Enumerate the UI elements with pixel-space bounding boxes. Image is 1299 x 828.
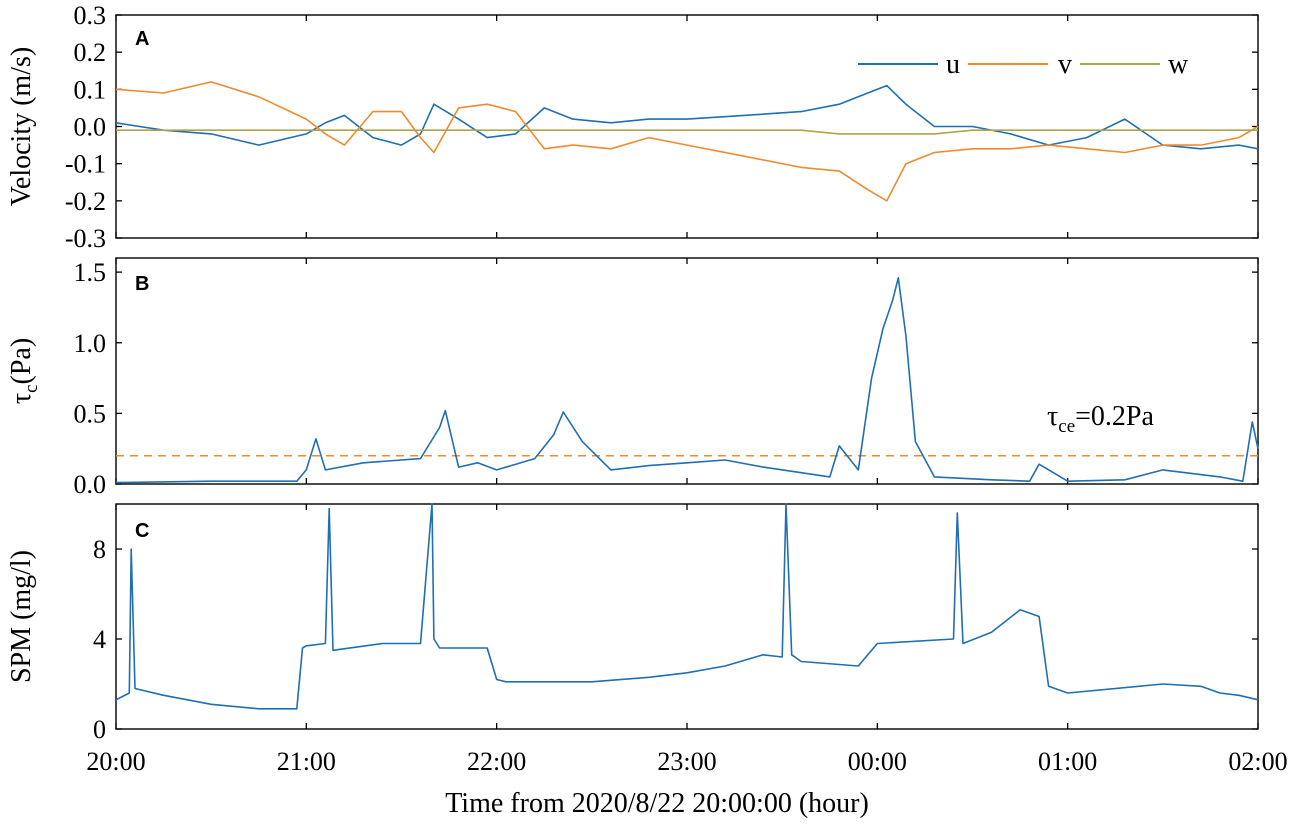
x-tick-label: 22:00 xyxy=(467,747,526,776)
series-line-v xyxy=(115,81,1259,202)
x-tick-label: 20:00 xyxy=(86,747,145,776)
y-tick-label: 1.5 xyxy=(74,258,107,287)
threshold-annotation: τce=0.2Pa xyxy=(1047,401,1155,437)
y-tick-label: 0.5 xyxy=(74,399,107,428)
panel-b-shear-stress: B 0.00.51.01.5 τc(Pa) τce=0.2Pa xyxy=(6,257,1259,499)
panel-c-series xyxy=(115,503,1259,710)
panel-b-series xyxy=(115,276,1259,484)
legend-label-u: u xyxy=(946,49,960,80)
annotation-subscript: ce xyxy=(1058,416,1075,437)
annotation-value: =0.2Pa xyxy=(1075,401,1154,432)
y-tick-label: -0.3 xyxy=(65,224,106,253)
series-line-spm xyxy=(115,503,1259,710)
x-tick-label: 23:00 xyxy=(657,747,716,776)
panel-a-frame xyxy=(115,14,1259,239)
panel-c-spm: C 0 4 8 SPM (mg/l) xyxy=(6,503,1259,744)
series-line-tau xyxy=(115,276,1259,484)
ylabel-tau-unit: (Pa) xyxy=(6,338,37,385)
panel-a-velocity: A -0.3 -0.2 -0.1 0.0 0.1 0.2 0.3 Velocity (m/s… xyxy=(6,1,1259,253)
panel-c-ticks: 0 4 8 xyxy=(93,504,1259,744)
y-tick-label: 0.0 xyxy=(74,470,107,499)
panel-a-ticks: -0.3 -0.2 -0.1 0.0 0.1 0.2 0.3 xyxy=(65,1,1259,253)
panel-c-frame xyxy=(115,503,1259,730)
panel-b-letter: B xyxy=(135,273,149,295)
ylabel-tau: τ xyxy=(6,393,37,404)
panel-a-ylabel: Velocity (m/s) xyxy=(6,47,37,206)
series-line-u xyxy=(115,84,1259,150)
y-tick-label: -0.2 xyxy=(65,187,106,216)
x-axis-label: Time from 2020/8/22 20:00:00 (hour) xyxy=(445,788,869,819)
y-tick-label: 1.0 xyxy=(74,329,107,358)
panel-c-letter: C xyxy=(135,520,149,542)
annotation-tau: τ xyxy=(1047,401,1058,432)
panel-a-letter: A xyxy=(135,28,149,50)
panel-c-ylabel: SPM (mg/l) xyxy=(6,550,37,683)
legend: u v w xyxy=(858,49,1189,80)
y-tick-label: 0.0 xyxy=(74,113,107,142)
series-line-w xyxy=(116,129,1258,135)
legend-label-v: v xyxy=(1058,49,1072,80)
y-tick-label: 0.3 xyxy=(74,1,107,30)
legend-label-w: w xyxy=(1168,49,1189,80)
x-tick-label: 02:00 xyxy=(1228,747,1287,776)
y-tick-label: 4 xyxy=(93,625,106,654)
panel-b-ticks: 0.0 0.5 1.0 1.5 xyxy=(74,258,1259,499)
y-tick-label: 8 xyxy=(93,535,106,564)
panel-b-ylabel: τc(Pa) xyxy=(6,338,42,404)
x-tick-label: 21:00 xyxy=(277,747,336,776)
x-tick-label: 00:00 xyxy=(848,747,907,776)
x-tick-labels: 20:00 21:00 22:00 23:00 00:00 01:00 02:00 xyxy=(86,747,1287,776)
x-tick-label: 01:00 xyxy=(1038,747,1097,776)
y-tick-label: 0 xyxy=(93,715,106,744)
y-tick-label: 0.2 xyxy=(74,38,107,67)
y-tick-label: -0.1 xyxy=(65,150,106,179)
panel-a-series xyxy=(115,81,1259,202)
y-tick-label: 0.1 xyxy=(74,75,107,104)
ylabel-tau-subscript: c xyxy=(21,384,42,392)
panel-b-frame xyxy=(115,257,1259,485)
